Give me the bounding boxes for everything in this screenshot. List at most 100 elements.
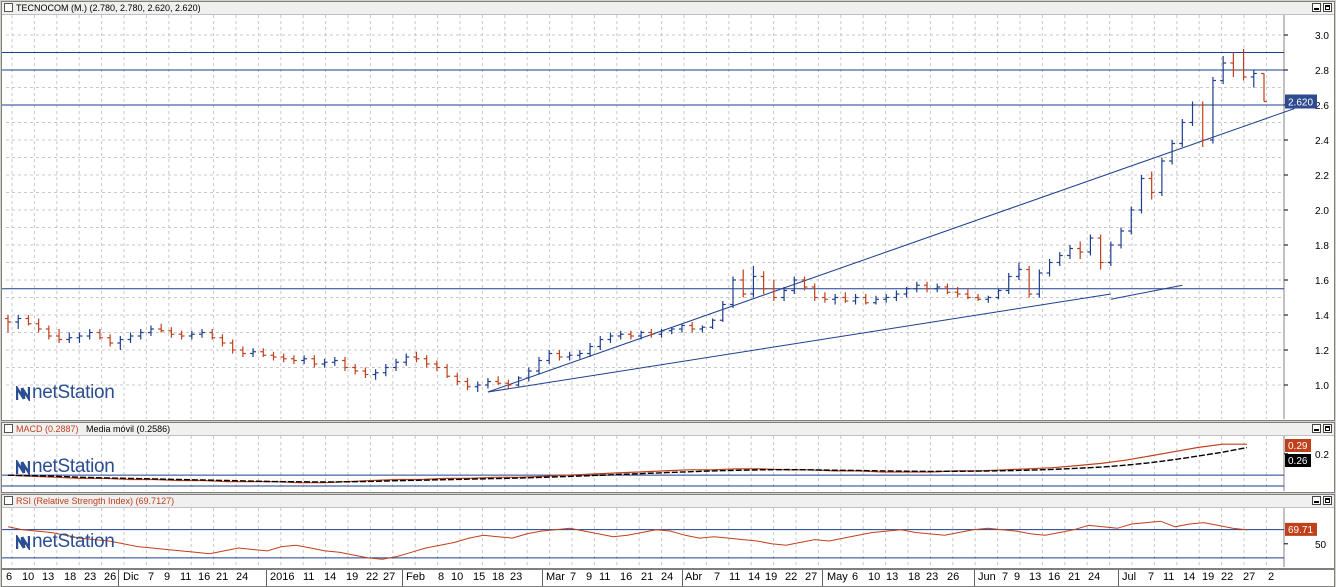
ohlc-bar: [86, 329, 93, 340]
month-separator: [974, 570, 975, 586]
ohlc-bar: [117, 336, 124, 350]
ohlc-bar: [862, 294, 869, 305]
ohlc-bar: [1036, 269, 1043, 298]
macd-value-badge-text: 0.29: [1288, 441, 1308, 452]
ohlc-bar: [1220, 56, 1227, 84]
ohlc-bar: [45, 325, 52, 340]
date-axis-label: 27: [805, 571, 818, 583]
netstation-logo-icon: [16, 385, 30, 401]
month-separator: [682, 570, 683, 586]
price-chart[interactable]: 3.0 2.8 2.6 2.4 2.2 2.0 1.8 1.6 1.4 1.2 1.0 2.620: [2, 15, 1334, 419]
signal-value-badge: [1285, 454, 1311, 467]
ohlc-bar: [556, 350, 563, 361]
minimize-icon[interactable]: [1312, 3, 1321, 12]
ohlc-bar: [147, 325, 154, 336]
date-axis-label: 21: [641, 571, 654, 583]
minimize-icon[interactable]: [1312, 424, 1321, 433]
date-axis-label: Mar: [546, 571, 565, 583]
y-axis-label: 2.6: [1315, 101, 1329, 112]
maximize-icon[interactable]: [1323, 424, 1332, 433]
macd-chart[interactable]: 0.2 0.29 0.26: [2, 436, 1334, 491]
date-axis-label: 9: [164, 571, 171, 583]
ohlc-bar: [1261, 72, 1267, 103]
ohlc-bar: [1077, 241, 1084, 259]
netstation-logo-icon: [16, 534, 30, 550]
ohlc-bar: [178, 330, 185, 340]
ohlc-bar: [1189, 101, 1196, 126]
ohlc-bar: [393, 358, 400, 371]
macd-signal-title: Media móvil (0.2586): [86, 424, 171, 434]
price-panel-title: TECNOCOM (M.) (2.780, 2.780, 2.620, 2.62…: [16, 3, 201, 13]
ohlc-bar: [535, 357, 542, 375]
ohlc-bar: [770, 280, 777, 301]
y-axis-label: 0.2: [1315, 450, 1329, 461]
ohlc-bar: [76, 332, 83, 343]
ohlc-bar: [1026, 266, 1033, 298]
signal-line: [7, 446, 1248, 483]
ohlc-bar: [699, 325, 706, 333]
ohlc-bar: [219, 334, 226, 347]
ohlc-bar: [495, 376, 502, 385]
date-axis-label: 14: [324, 571, 337, 583]
ohlc-bar: [1199, 101, 1206, 147]
ohlc-bar: [668, 327, 675, 335]
ohlc-bar: [709, 318, 716, 329]
date-axis-label: Jun: [978, 571, 996, 583]
ohlc-bar: [1118, 227, 1125, 249]
panel-menu-icon[interactable]: [4, 496, 13, 505]
last-price-badge-text: 2.620: [1288, 98, 1313, 109]
ohlc-bar: [1169, 140, 1176, 165]
ohlc-bar: [821, 292, 828, 303]
ohlc-bar: [362, 367, 369, 378]
panel-menu-icon[interactable]: [4, 3, 13, 12]
ohlc-bar: [301, 355, 308, 364]
date-axis-label: 19: [1202, 571, 1215, 583]
month-separator: [402, 570, 403, 586]
ohlc-bar: [1087, 234, 1094, 256]
date-axis-label: 26: [104, 571, 117, 583]
date-axis-label: 6: [6, 571, 13, 583]
ohlc-bar: [617, 330, 624, 340]
date-axis-label: 9: [586, 571, 593, 583]
date-axis-label: 10: [22, 571, 35, 583]
ohlc-bar: [444, 364, 451, 378]
maximize-icon[interactable]: [1323, 496, 1332, 505]
date-axis-label: 16: [198, 571, 211, 583]
ohlc-bar: [382, 364, 389, 377]
ohlc-bar: [158, 323, 165, 333]
ohlc-bar: [852, 294, 859, 305]
maximize-icon[interactable]: [1323, 3, 1332, 12]
month-separator: [1118, 570, 1119, 586]
date-axis-label: 21: [216, 571, 229, 583]
ohlc-bar: [372, 369, 379, 380]
date-axis-label: 19: [346, 571, 359, 583]
trend-line: [1110, 284, 1183, 300]
rsi-title: RSI (Relative Strength Index) (69.7127): [16, 496, 175, 506]
date-axis-label: 19: [765, 571, 778, 583]
ohlc-bar: [576, 350, 583, 359]
date-axis-label: 18: [64, 571, 77, 583]
y-axis-label: 3.0: [1315, 31, 1329, 42]
date-axis-label: 7: [1002, 571, 1009, 583]
date-axis: 6 10 13 18 23 26 Dic 7 9 11 16 21 24 2016 11 14 19 22 27 Fe…: [1, 569, 1335, 587]
signal-value-badge-text: 0.26: [1288, 456, 1308, 467]
ohlc-bar: [1128, 206, 1135, 235]
netstation-logo: netStation: [16, 531, 115, 553]
ohlc-bar: [546, 350, 553, 364]
macd-panel-titlebar: MACD (0.2887) Media móvil (0.2586): [2, 423, 1334, 436]
ohlc-bar: [199, 329, 206, 338]
panel-menu-icon[interactable]: [4, 424, 13, 433]
ohlc-bar: [270, 351, 277, 361]
ohlc-bar: [893, 290, 900, 301]
ohlc-bar: [484, 378, 491, 389]
minimize-icon[interactable]: [1312, 496, 1321, 505]
ohlc-bar: [750, 266, 757, 298]
date-axis-label: 24: [1088, 571, 1101, 583]
ohlc-bar: [15, 315, 22, 329]
date-axis-label: 11: [180, 571, 192, 583]
ohlc-bar: [627, 330, 634, 340]
ohlc-bar: [832, 294, 839, 305]
ohlc-bar: [331, 357, 338, 366]
month-separator: [542, 570, 543, 586]
